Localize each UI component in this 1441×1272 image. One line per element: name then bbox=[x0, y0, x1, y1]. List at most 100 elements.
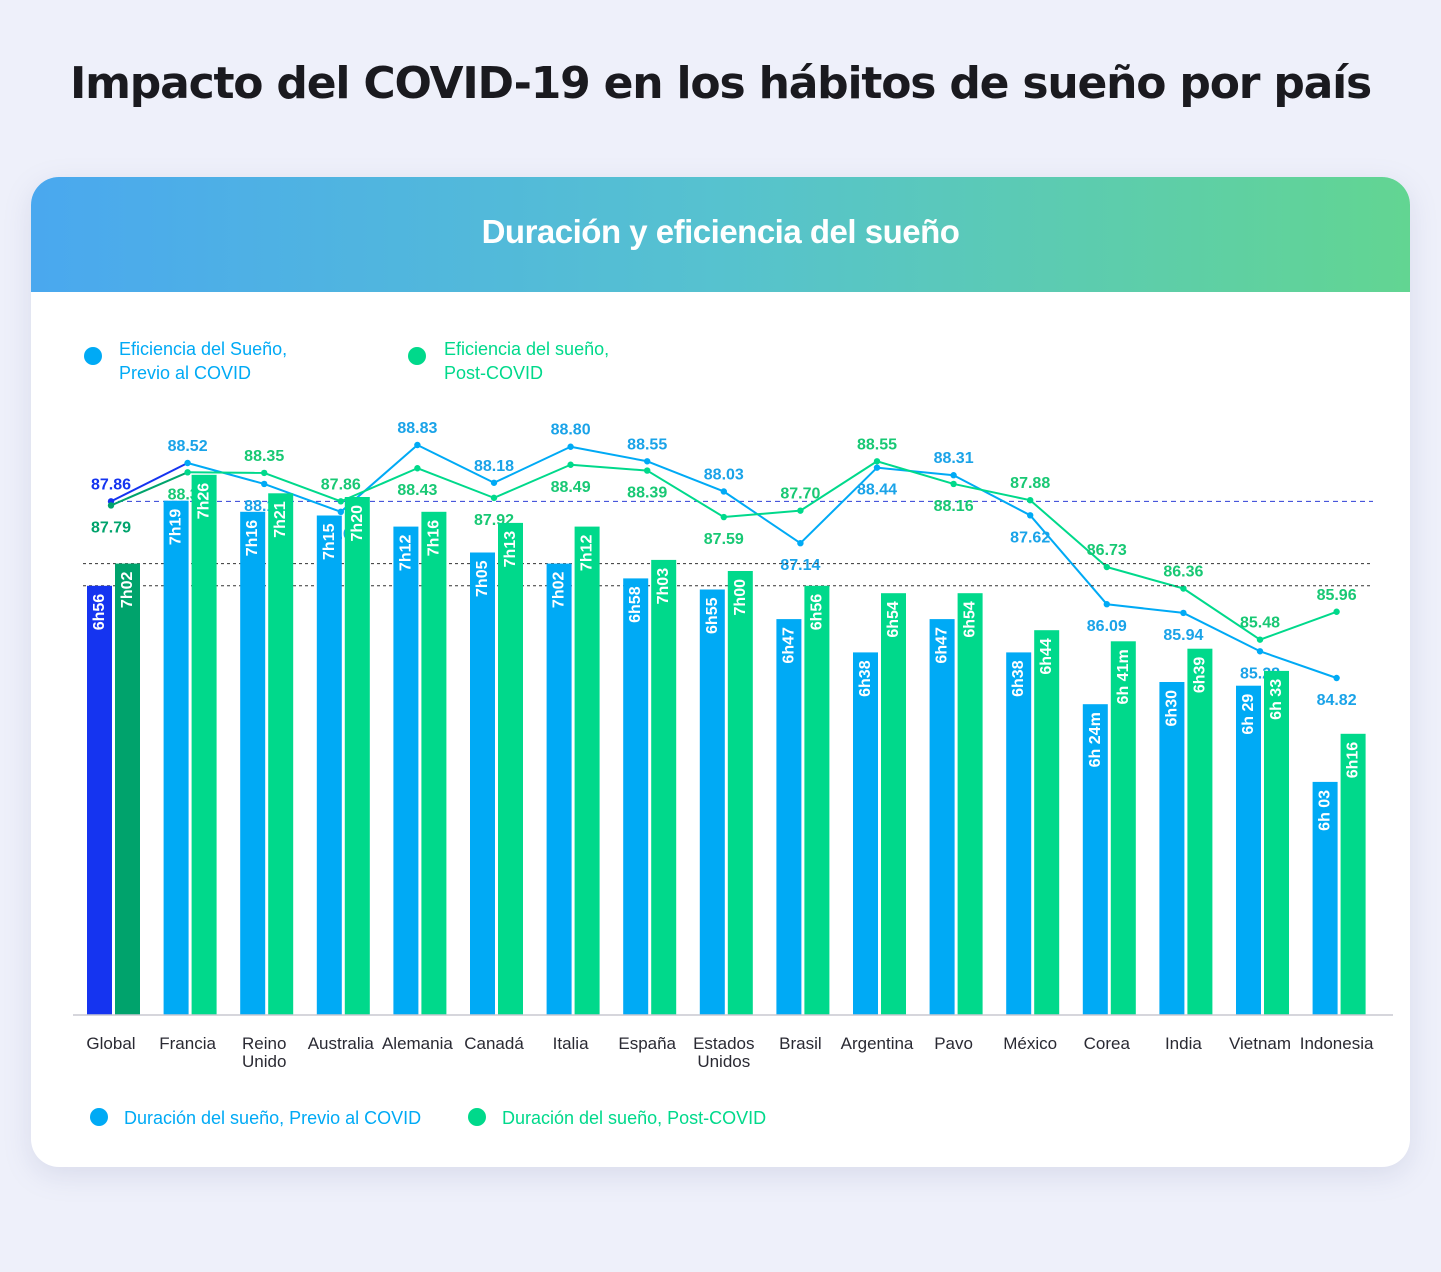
efficiency-point-pre bbox=[567, 443, 574, 450]
category-tick-label: Francia bbox=[159, 1034, 216, 1053]
efficiency-point-post bbox=[797, 507, 804, 514]
efficiency-line-segment-pre bbox=[493, 445, 572, 484]
duration-label-post: 6h39 bbox=[1191, 657, 1208, 694]
efficiency-line-segment-post bbox=[1182, 587, 1261, 641]
duration-label-post: 7h16 bbox=[425, 520, 442, 557]
duration-label-pre: 6h 03 bbox=[1317, 790, 1334, 831]
duration-label-post: 7h12 bbox=[579, 534, 596, 571]
duration-label-post: 6h16 bbox=[1345, 742, 1362, 779]
duration-bar-pre bbox=[776, 619, 802, 1015]
category-tick-label: México bbox=[1003, 1034, 1057, 1053]
duration-bar-pre bbox=[623, 578, 649, 1015]
efficiency-point-pre bbox=[797, 539, 804, 547]
duration-label-post: 6h44 bbox=[1038, 638, 1055, 675]
category-tick-label: Indonesia bbox=[1300, 1034, 1374, 1053]
efficiency-line-segment-post bbox=[417, 467, 495, 499]
duration-bar-post bbox=[1264, 670, 1289, 1015]
category-tick-label: Corea bbox=[1084, 1034, 1131, 1053]
efficiency-line-segment-post bbox=[1029, 499, 1108, 568]
efficiency-point-pre bbox=[873, 464, 881, 471]
efficiency-line-segment-pre bbox=[953, 474, 1031, 517]
efficiency-line-segment-pre bbox=[646, 460, 725, 493]
duration-label-pre: 7h19 bbox=[168, 509, 185, 546]
duration-bar-pre bbox=[546, 563, 572, 1015]
legend-label-efficiency-post: Eficiencia del sueño, bbox=[444, 339, 609, 359]
efficiency-point-post bbox=[107, 502, 115, 509]
category-tick-label: India bbox=[1165, 1034, 1202, 1053]
efficiency-line-segment-pre bbox=[723, 490, 801, 545]
duration-bar-pre bbox=[1006, 652, 1032, 1015]
efficiency-line-segment-pre bbox=[416, 444, 495, 484]
efficiency-line-segment-pre bbox=[110, 462, 189, 503]
duration-label-pre: 6h38 bbox=[857, 660, 874, 697]
legend-marker-efficiency-post bbox=[408, 347, 426, 365]
efficiency-point-post bbox=[1103, 563, 1111, 571]
efficiency-point-pre bbox=[414, 441, 421, 449]
efficiency-line-segment-post bbox=[646, 469, 725, 518]
efficiency-label-post: 88.49 bbox=[551, 479, 591, 496]
duration-bar-post bbox=[344, 497, 370, 1015]
efficiency-label-pre: 88.44 bbox=[857, 482, 897, 499]
efficiency-line-segment-post bbox=[263, 471, 342, 503]
duration-label-pre: 6h 29 bbox=[1240, 694, 1257, 735]
duration-bar-pre bbox=[929, 619, 955, 1015]
category-tick-label: Unido bbox=[242, 1052, 286, 1071]
efficiency-line-segment-post bbox=[340, 467, 418, 503]
duration-label-pre: 7h02 bbox=[551, 571, 568, 608]
efficiency-label-pre: 88.80 bbox=[551, 422, 591, 439]
category-tick-label: Italia bbox=[553, 1034, 589, 1053]
duration-label-post: 7h00 bbox=[732, 579, 749, 616]
duration-bar-post bbox=[268, 493, 294, 1015]
efficiency-point-post bbox=[950, 480, 957, 488]
duration-bar-post bbox=[1110, 641, 1136, 1015]
efficiency-line-segment-post bbox=[570, 463, 648, 472]
duration-label-post: 6h56 bbox=[808, 594, 825, 631]
efficiency-label-pre: 87.62 bbox=[1010, 529, 1050, 546]
efficiency-label-post: 86.36 bbox=[1163, 564, 1203, 581]
efficiency-label-post: 88.35 bbox=[244, 448, 284, 465]
efficiency-line-segment-post bbox=[110, 471, 188, 507]
duration-bar-pre bbox=[1236, 685, 1261, 1015]
duration-label-pre: 6h55 bbox=[704, 597, 721, 634]
efficiency-point-pre bbox=[184, 459, 191, 467]
efficiency-point-post bbox=[490, 494, 498, 502]
legend-label-duration-pre: Duración del sueño, Previo al COVID bbox=[124, 1108, 421, 1128]
efficiency-line-segment-post bbox=[953, 482, 1031, 502]
efficiency-point-post bbox=[1333, 608, 1340, 615]
chart-canvas: 87.8687.7988.5288.3688.1688.3587.6887.86… bbox=[73, 339, 1393, 1128]
efficiency-line-segment-post bbox=[187, 471, 265, 474]
legend-label-efficiency-pre: Eficiencia del Sueño, bbox=[119, 339, 287, 359]
efficiency-point-pre bbox=[644, 458, 651, 465]
efficiency-point-pre bbox=[1180, 609, 1187, 617]
efficiency-line-segment-pre bbox=[876, 466, 954, 477]
efficiency-label-post: 87.88 bbox=[1010, 475, 1050, 492]
efficiency-label-pre: 86.09 bbox=[1087, 618, 1127, 635]
legend-label-efficiency-pre: Previo al COVID bbox=[119, 363, 251, 383]
efficiency-label-post: 87.79 bbox=[91, 519, 131, 536]
category-tick-label: Australia bbox=[308, 1034, 375, 1053]
duration-label-post: 6h54 bbox=[885, 601, 902, 638]
duration-bar-post bbox=[574, 526, 600, 1015]
efficiency-point-pre bbox=[1103, 601, 1111, 608]
duration-label-pre: 7h05 bbox=[474, 560, 491, 597]
efficiency-label-pre: 88.83 bbox=[397, 420, 437, 437]
duration-label-post: 7h02 bbox=[119, 571, 136, 608]
efficiency-line-segment-pre bbox=[570, 445, 648, 463]
duration-label-pre: 7h16 bbox=[244, 520, 261, 557]
efficiency-label-pre: 85.94 bbox=[1163, 627, 1203, 644]
duration-label-post: 7h13 bbox=[502, 531, 519, 568]
legend-marker-duration-pre bbox=[90, 1108, 108, 1126]
efficiency-point-post bbox=[261, 469, 268, 477]
duration-bar-pre bbox=[1312, 781, 1338, 1015]
efficiency-line-segment-pre bbox=[1106, 603, 1184, 614]
efficiency-line-segment-post bbox=[1259, 610, 1337, 641]
duration-label-pre: 6h 24m bbox=[1087, 712, 1104, 767]
duration-label-pre: 7h15 bbox=[321, 523, 338, 560]
category-tick-label: Brasil bbox=[779, 1034, 822, 1053]
duration-bar-post bbox=[957, 593, 983, 1015]
duration-bar-post bbox=[1034, 630, 1060, 1015]
efficiency-label-post: 85.96 bbox=[1317, 587, 1357, 604]
duration-bar-pre bbox=[163, 500, 189, 1015]
duration-bar-pre bbox=[699, 589, 725, 1015]
duration-label-post: 7h20 bbox=[349, 505, 366, 542]
